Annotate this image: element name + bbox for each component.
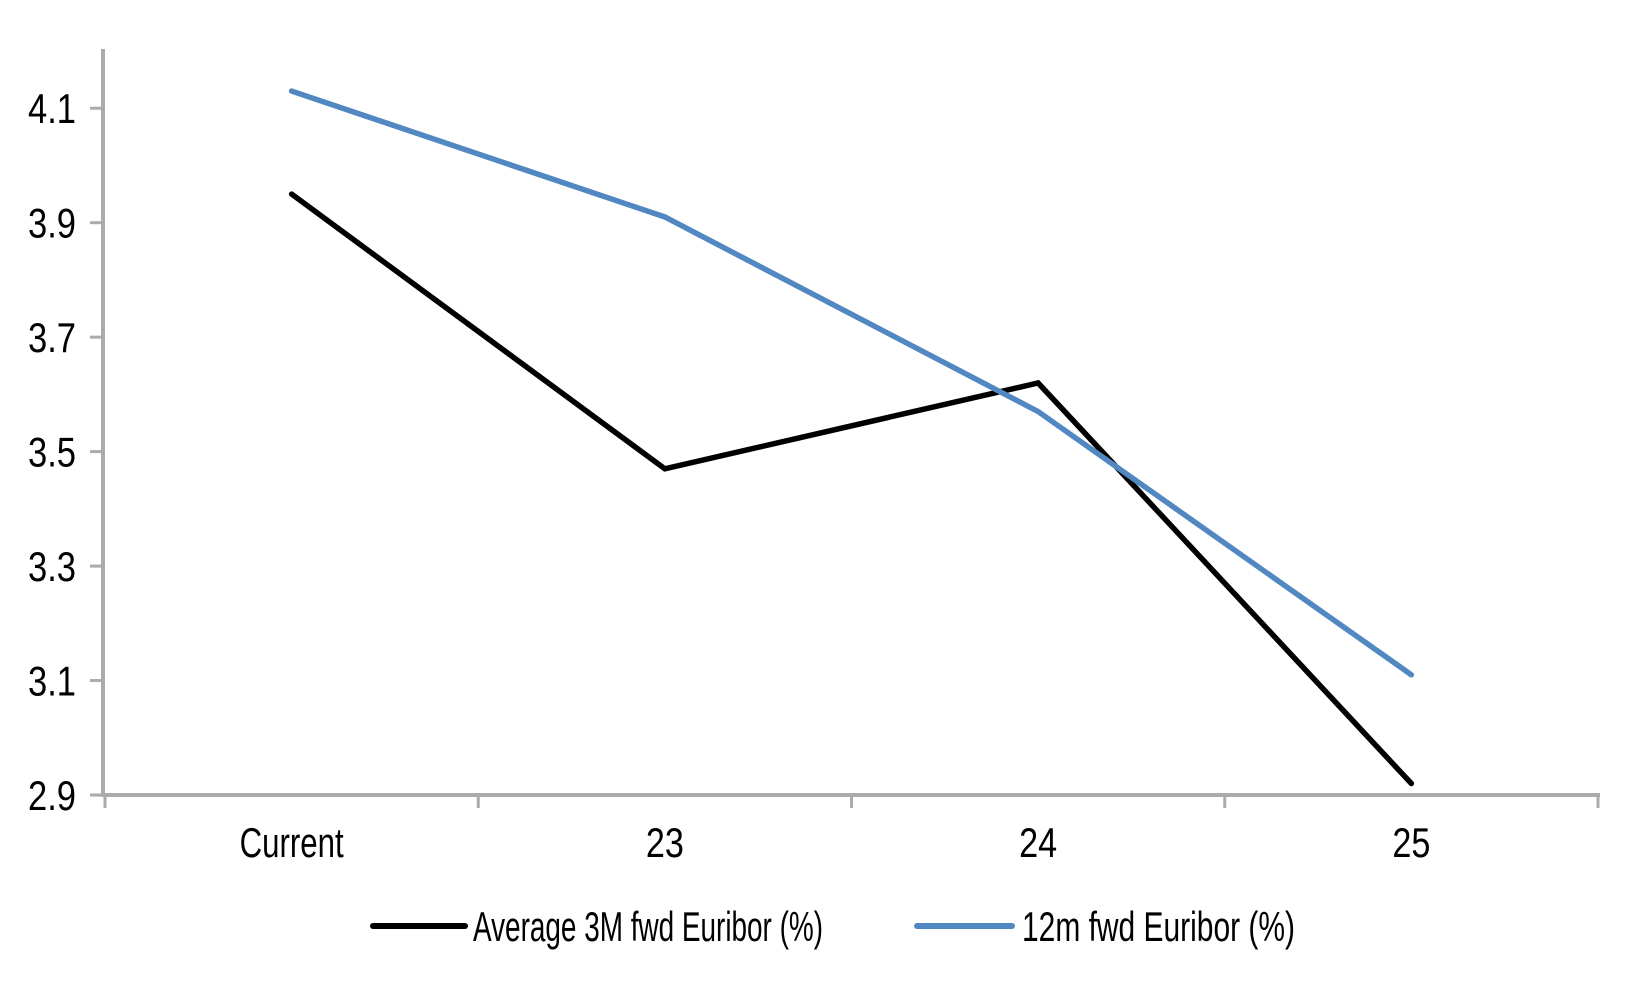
- series-lines: [288, 88, 1415, 787]
- y-tick-label: 3.9: [28, 200, 76, 247]
- x-tick-label: 23: [646, 819, 684, 866]
- series-line-1: [288, 88, 1415, 678]
- series-line-0: [288, 191, 1415, 787]
- axes: 2.9 3.1 3.3 3.5 3.7 3.9 4.1 Current 23 24 25: [28, 49, 1600, 866]
- y-tick-label: 3.1: [28, 658, 76, 705]
- legend-label-12m-fwd-euribor: 12m fwd Euribor (%): [1022, 903, 1295, 950]
- x-tick-label: Current: [240, 819, 344, 866]
- legend-label-average-3m-fwd-euribor: Average 3M fwd Euribor (%): [473, 903, 823, 950]
- x-tick-label: 25: [1392, 819, 1430, 866]
- y-tick-label: 3.7: [28, 314, 76, 361]
- x-tick-label: 24: [1019, 819, 1057, 866]
- y-tick-label: 4.1: [28, 85, 76, 132]
- y-tick-label: 2.9: [28, 772, 76, 819]
- y-tick-label: 3.3: [28, 543, 76, 590]
- y-tick-label: 3.5: [28, 429, 76, 476]
- legend: Average 3M fwd Euribor (%) 12m fwd Eurib…: [370, 903, 1295, 950]
